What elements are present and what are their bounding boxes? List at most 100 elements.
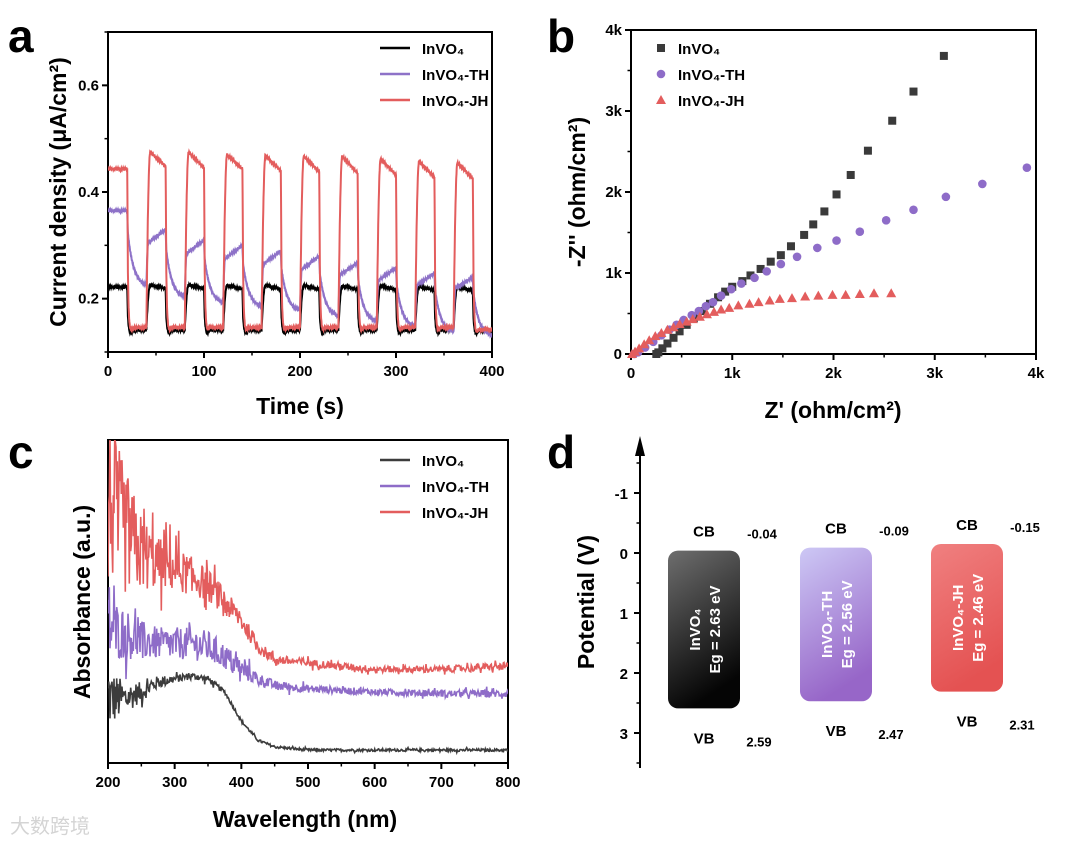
panel-b-y-tick-label: 0 (614, 346, 622, 363)
panel-b-data-point (753, 297, 764, 307)
panel-b-data-point (909, 87, 918, 96)
panel-a-x-tick-label: 200 (287, 363, 312, 380)
panel-b-data-point (681, 316, 692, 326)
panel-b-data-point (694, 306, 704, 316)
panel-b-y-tick-label: 2k (605, 184, 622, 201)
panel-b-data-point (716, 304, 727, 314)
panel-d-vb-label: VB (957, 714, 978, 731)
panel-b-data-point (978, 179, 987, 189)
panel-d-axis-arrow (635, 436, 645, 456)
panel-b-data-point (832, 190, 841, 199)
panel-a-legend-label: InVO₄ (422, 41, 464, 58)
panel-a-y-title: Current density (μA/cm²) (45, 57, 71, 327)
panel-b-data-point (737, 279, 746, 288)
panel-b-data-point (650, 331, 661, 341)
panel-d-bandgap-label: Eg = 2.46 eV (970, 574, 987, 662)
panel-a-x-title: Time (s) (256, 393, 344, 419)
panel-a-y-tick-label: 0.6 (78, 77, 99, 94)
panel-d-band-box (931, 544, 1003, 692)
panel-c-legend-label: InVO₄ (422, 453, 464, 470)
panel-b-data-point (744, 298, 755, 308)
panel-d-material-name: InVO₄ (687, 608, 704, 650)
panel-d-y-tick-label: 0 (620, 546, 628, 563)
panel-b-data-point (846, 170, 855, 179)
panel-b-data-point (813, 290, 824, 300)
panel-b-data-point (701, 309, 712, 319)
panel-a-x-tick-label: 400 (479, 363, 504, 380)
panel-b-data-point (656, 327, 667, 337)
panel-b-y-tick-label: 1k (605, 265, 622, 282)
panel-label-d: d (547, 426, 575, 478)
panel-a-x-tick-label: 0 (104, 363, 112, 380)
panel-b-data-point (813, 243, 822, 253)
panel-b-data-point (709, 306, 720, 316)
panel-b-data-point (774, 293, 785, 303)
panel-b-legend-label: InVO₄ (678, 41, 720, 58)
panel-label-c: c (8, 426, 34, 478)
panel-b-data-point (786, 293, 797, 303)
panel-b-data-point (1022, 163, 1032, 172)
panel-d-vb-label: VB (694, 730, 715, 747)
panel-b-y-tick-label: 3k (605, 103, 622, 120)
panel-b-data-point (687, 314, 698, 324)
panel-b-x-tick-label: 3k (926, 365, 943, 382)
panel-d-cb-label: CB (693, 524, 715, 541)
panel-a-series-line (108, 148, 492, 335)
panel-c-spectrum-line (108, 672, 508, 756)
panel-b-data-point (869, 288, 879, 298)
panel-c-x-tick-label: 300 (162, 774, 187, 791)
panel-b-legend-label: InVO₄-TH (678, 67, 745, 84)
panel-b-data-point (776, 259, 786, 269)
panel-d-cb-value: -0.15 (1010, 520, 1040, 535)
panel-b-data-point (909, 205, 918, 215)
panel-b-data-point (634, 343, 645, 353)
panel-b-x-title: Z' (ohm/cm²) (764, 397, 901, 423)
panel-d-y-tick-label: 1 (620, 606, 628, 623)
panel-d-band-box (668, 550, 740, 709)
panel-b-data-point (786, 242, 795, 251)
panel-b-data-point (840, 289, 851, 299)
panel-d-cb-value: -0.04 (747, 527, 777, 542)
panel-b-data-point (863, 146, 872, 155)
panel-c-x-tick-label: 400 (229, 774, 254, 791)
panel-b-data-point (854, 289, 865, 299)
panel-c-spectrum-line (108, 585, 508, 701)
panel-c-x-tick-label: 200 (95, 774, 120, 791)
panel-b-data-point (716, 291, 726, 300)
panel-c-x-tick-label: 500 (295, 774, 320, 791)
panel-b-y-tick-label: 4k (605, 22, 622, 39)
panel-b-data-point (800, 291, 811, 301)
panel-a-x-tick-label: 300 (383, 363, 408, 380)
panel-b-data-point (766, 257, 775, 266)
panel-d-vb-value: 2.47 (878, 727, 903, 742)
panel-b-data-point (701, 301, 711, 311)
panel-b-x-tick-label: 0 (627, 365, 635, 382)
panel-b-data-point (800, 230, 809, 239)
panel-b-data-point (675, 327, 684, 336)
panel-b-data-point (724, 302, 735, 312)
panel-a-y-tick-label: 0.2 (78, 291, 99, 308)
panel-b-data-point (756, 264, 765, 273)
panel-d-bandgap-label: Eg = 2.56 eV (839, 580, 856, 668)
panel-b-data-point (639, 339, 650, 349)
panel-b-data-point (941, 192, 951, 202)
panel-b-x-tick-label: 4k (1028, 365, 1045, 382)
panel-b-legend-marker (656, 95, 666, 104)
panel-c-y-title: Absorbance (a.u.) (69, 505, 95, 699)
panel-b-data-point (726, 284, 736, 294)
panel-c-legend-label: InVO₄-TH (422, 479, 489, 496)
panel-b-data-point (820, 207, 829, 216)
panel-b-data-point (674, 319, 685, 329)
panel-a-y-tick-label: 0.4 (78, 184, 100, 201)
panel-b-data-point (694, 311, 705, 321)
panel-label-a: a (8, 10, 34, 62)
panel-b-data-point (663, 339, 672, 348)
panel-b-data-point (855, 227, 865, 236)
panel-a-legend-label: InVO₄-TH (422, 67, 489, 84)
panel-b-data-point (668, 322, 679, 332)
panel-b-data-point (764, 295, 775, 305)
panel-b-y-title: -Z'' (ohm/cm²) (564, 117, 590, 267)
panel-b-axes: 0 1k 2k 3k 4k 0 1k 2k 3k 4k InVO₄ InVO₄-TH InVO₄-JH (605, 22, 1045, 382)
panel-d-cb-label: CB (956, 517, 978, 534)
panel-label-b: b (547, 10, 575, 62)
